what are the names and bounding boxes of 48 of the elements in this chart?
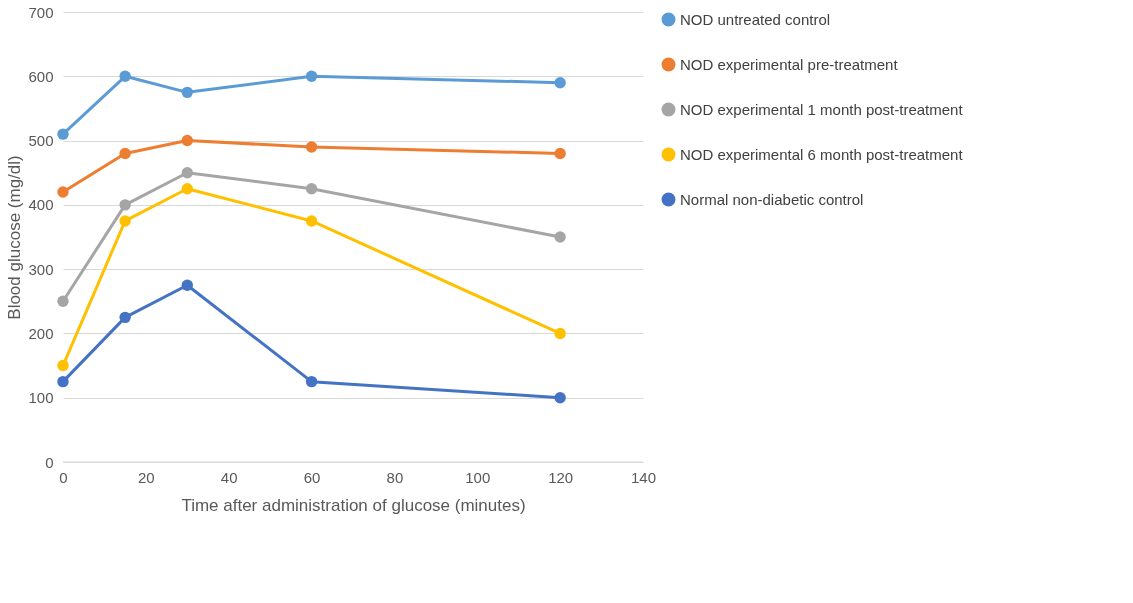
- point: [181, 279, 193, 291]
- y-tick-label: 300: [28, 260, 54, 278]
- point: [305, 215, 318, 227]
- x-tick-label: 100: [465, 468, 491, 486]
- point: [119, 147, 131, 160]
- point: [554, 231, 566, 243]
- x-tick-label: 60: [303, 468, 321, 486]
- point: [181, 183, 193, 195]
- y-tick-label: 400: [28, 196, 54, 214]
- legend-label: NOD experimental 1 month post-treatment: [680, 100, 964, 118]
- y-tick-label: 700: [28, 3, 54, 21]
- point: [57, 359, 69, 372]
- point: [305, 70, 318, 82]
- y-tick-label: 500: [28, 132, 54, 150]
- point: [181, 167, 193, 179]
- point: [305, 141, 318, 153]
- legend-label: NOD experimental 6 month post-treatment: [680, 145, 964, 163]
- x-tick-label: 40: [220, 468, 238, 486]
- x-tick-label: 120: [548, 468, 574, 486]
- x-axis-title: Time after administration of glucose (minutes): [181, 495, 526, 515]
- x-tick-label: 20: [138, 468, 155, 486]
- legend-label: NOD untreated control: [680, 10, 831, 28]
- point: [57, 375, 69, 388]
- point: [181, 86, 193, 99]
- legend-label: Normal non-diabetic control: [680, 190, 864, 208]
- point: [57, 128, 69, 140]
- point: [119, 70, 131, 82]
- x-tick-label: 140: [630, 468, 657, 486]
- point: [554, 147, 566, 160]
- x-tick-label: 0: [59, 468, 68, 486]
- point: [305, 183, 318, 195]
- point: [57, 295, 69, 307]
- point: [181, 134, 193, 147]
- y-tick-label: 0: [45, 453, 54, 471]
- point: [554, 327, 566, 340]
- point: [305, 375, 318, 388]
- point: [57, 186, 69, 198]
- point: [554, 392, 566, 404]
- y-tick-label: 100: [28, 389, 54, 407]
- y-axis-title: Blood glucose (mg/dl): [5, 155, 25, 320]
- y-tick-label: 200: [28, 324, 54, 342]
- point: [119, 199, 131, 211]
- y-tick-label: 600: [28, 67, 54, 85]
- legend-label: NOD experimental pre-treatment: [680, 55, 899, 73]
- point: [119, 311, 131, 324]
- point: [119, 215, 131, 227]
- point: [554, 77, 566, 89]
- x-tick-label: 80: [386, 468, 404, 486]
